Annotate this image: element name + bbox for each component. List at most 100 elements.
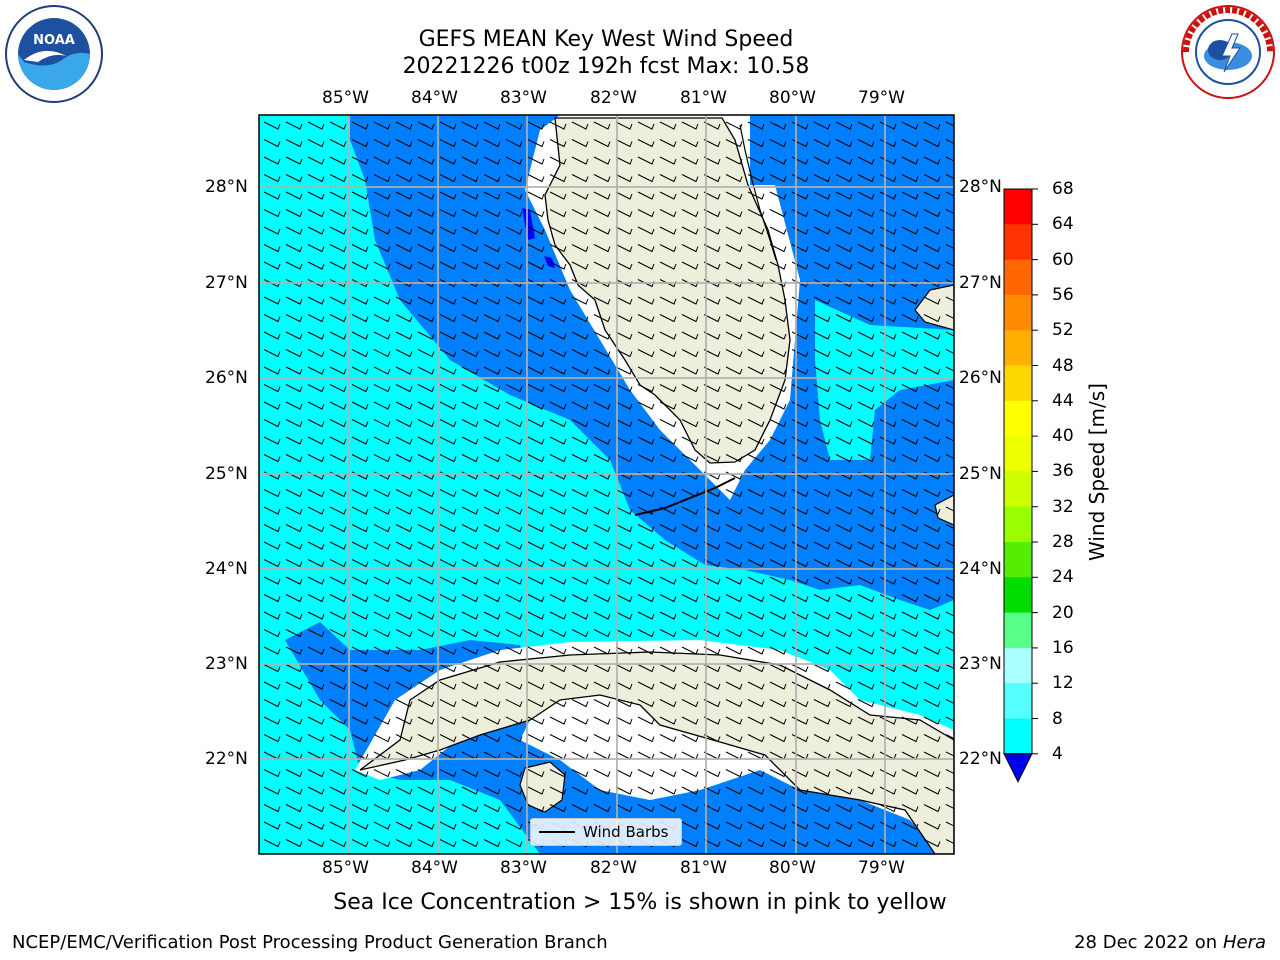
wind-barb [769,524,787,533]
wind-barb [747,839,765,848]
wind-barb [813,559,831,568]
wind-barb [505,594,523,603]
wind-barb [329,401,347,410]
wind-barb [659,454,677,463]
wind-barb [593,226,611,235]
colorbar-segment [1004,506,1032,543]
wind-barb [285,489,303,498]
wind-barb [901,261,919,270]
wind-barb [725,261,743,270]
wind-barb [835,436,853,445]
wind-barb [329,226,347,235]
wind-barb [329,191,347,200]
wind-barb [549,786,567,795]
wind-barb [571,261,589,270]
wind-barb [945,506,954,512]
wind-barb [857,331,875,340]
wind-barb [593,349,611,358]
wind-barb [615,541,633,550]
wind-barb [703,366,721,375]
wind-barb [615,524,633,533]
wind-barb [527,454,545,463]
wind-barb [769,419,787,428]
wind-barb [615,174,633,183]
wind-barb [659,541,677,550]
wind-barb [571,174,589,183]
wind-barb [857,401,875,410]
wind-barb [923,664,941,673]
wind-barb [505,349,523,358]
wind-barb [945,821,954,827]
wind-barb [945,804,954,810]
wind-barb [307,489,325,498]
wind-barb [835,366,853,375]
wind-barb [351,804,369,813]
wind-barb [835,331,853,340]
wind-barb [681,594,699,603]
wind-barb [725,349,743,358]
wind-barb [461,664,479,673]
wind-barb [307,314,325,323]
wind-barb [835,261,853,270]
nws-logo [1181,5,1275,99]
wind-barb [527,716,545,725]
wind-barb [263,244,281,253]
wind-barb [395,489,413,498]
wind-barb [593,629,611,638]
wind-barb [571,804,589,813]
wind-barb [615,716,633,725]
wind-barb [659,681,677,690]
wind-barb [527,786,545,795]
wind-barb [747,629,765,638]
wind-barb [505,261,523,270]
wind-barb [945,261,954,267]
wind-barb [505,664,523,673]
wind-barb [945,664,954,670]
wind-barb [285,314,303,323]
lat-label-right: 25°N [959,464,1002,484]
wind-barb [285,174,303,183]
wind-barb [747,541,765,550]
wind-barb [923,716,941,725]
wind-barb [659,629,677,638]
wind-barb [549,699,567,708]
wind-barb [329,209,347,218]
wind-barb [659,559,677,568]
wind-barb [593,786,611,795]
wind-barb [945,716,954,722]
wind-barb [593,156,611,165]
wind-barb [571,769,589,778]
wind-barb [747,366,765,375]
wind-barb [901,331,919,340]
wind-barb [373,401,391,410]
wind-barb [395,559,413,568]
wind-barb [945,576,954,582]
wind-barb [505,839,523,848]
wind-barb [571,629,589,638]
wind-barb [461,366,479,375]
wind-barb [835,156,853,165]
wind-barb [285,629,303,638]
wind-barb [285,419,303,428]
lat-label-right: 24°N [959,559,1002,579]
wind-barb [461,454,479,463]
wind-barb [351,454,369,463]
wind-barb [461,489,479,498]
wind-barb [769,681,787,690]
wind-barb [329,174,347,183]
lon-label-top: 82°W [590,88,637,108]
wind-barb [923,734,941,743]
wind-barb [703,716,721,725]
wind-barb [505,524,523,533]
colorbar-tick-label: 64 [1052,214,1074,235]
wind-barb [615,559,633,568]
wind-barb [747,261,765,270]
wind-barb [593,454,611,463]
wind-barb [923,419,941,428]
wind-barb [307,454,325,463]
lon-label-bottom: 82°W [590,858,637,878]
wind-barb [461,681,479,690]
wind-barb [725,191,743,200]
wind-barb [923,296,941,305]
wind-barb [395,296,413,305]
